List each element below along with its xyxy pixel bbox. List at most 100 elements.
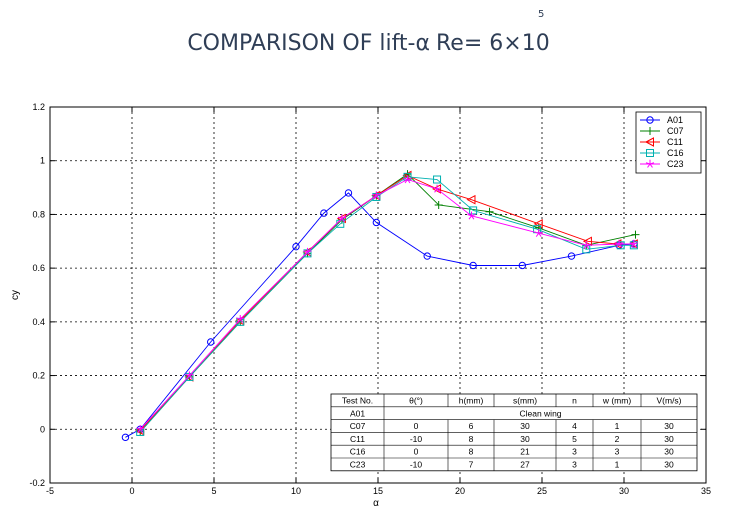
y-tick-label: 0.6 [32,263,45,273]
table-cell: 27 [520,460,530,470]
data-point-a01 [121,433,130,442]
x-tick-label: 25 [537,486,547,496]
data-point-c23 [136,425,145,433]
table-cell: C11 [350,434,365,444]
data-point-a01 [518,261,527,270]
table-cell: C23 [350,460,366,470]
x-tick-label: 20 [455,486,465,496]
legend-label: C23 [667,159,684,169]
data-point-c23 [629,239,638,248]
table-cell: 30 [664,447,674,457]
data-point-c23 [185,371,194,380]
table-header-cell: n [572,396,577,406]
data-point-a01 [207,338,215,346]
data-point-c23 [432,184,442,193]
table-cell: 4 [572,421,577,431]
data-point-c23 [403,175,412,184]
data-point-c07 [434,201,443,210]
parameter-table: Test No. θ(°) h(mm) s(mm) n w (mm) V(m/s) A01 Cl… [330,393,698,472]
x-axis-label: α [373,498,379,509]
chart-title-exponent: 5 [538,9,544,20]
table-header-cell: h(mm) [459,396,484,406]
x-tick-label: 5 [211,486,216,496]
data-point-c11 [466,194,476,205]
legend-label: C07 [667,126,684,136]
chart-title-re: Re= 6×10 [436,31,550,56]
table-cell: -10 [410,460,423,470]
data-point-a01 [292,242,300,251]
y-tick-label: 0 [40,424,45,434]
data-point-c23 [614,239,624,248]
data-point-a01 [372,218,381,227]
table-cell: 2 [615,434,620,444]
y-axis-label: cy [10,290,21,300]
table-header-cell: w (mm) [602,396,631,406]
x-tick-label: 35 [701,486,711,496]
table-header-cell: Test No. [342,396,373,406]
y-tick-label: -0.2 [29,478,45,488]
y-tick-label: 1.2 [32,102,45,112]
table-cell: 8 [469,447,474,457]
table-cell: 30 [520,434,530,444]
x-tick-label: 0 [129,486,134,496]
table-cell: 30 [664,421,674,431]
table-cell: 0 [414,447,419,457]
table-cell: C07 [350,421,366,431]
table-cell: 3 [615,447,620,457]
data-point-c11 [582,236,592,247]
data-point-c23 [582,241,591,250]
table-cell: 8 [469,434,474,444]
table-cell: 3 [572,460,577,470]
table-cell: 1 [615,460,620,470]
table-cell: 3 [572,447,577,457]
axis-ticks: -5 0 5 10 15 20 25 30 35-0.200.20.40.60.811.2 [29,102,711,496]
table-cell: 30 [664,460,674,470]
x-tick-label: 15 [373,486,383,496]
legend-label: A01 [667,115,683,125]
data-point-c23 [303,247,312,256]
table-cell: 7 [469,460,474,470]
series-group [121,170,640,442]
data-point-a01 [344,189,353,197]
data-point-a01 [469,261,477,270]
data-point-c23 [337,214,347,223]
y-tick-label: 0.4 [32,317,45,327]
data-point-c23 [236,314,245,323]
data-point-c16 [469,206,478,215]
legend-label: C16 [667,148,684,158]
data-point-c07 [631,230,640,239]
legend-marker [644,137,654,147]
series-line-a01 [125,192,634,438]
x-tick-label: 30 [619,486,629,496]
x-tick-label: 10 [291,486,301,496]
table-cell: 0 [414,421,419,431]
legend-marker [646,127,654,135]
legend-marker [646,116,654,124]
data-point-c23 [467,211,476,220]
y-tick-label: 1 [40,156,45,166]
table-cell: 30 [664,434,674,444]
data-point-a01 [423,252,431,260]
table-cell: 5 [572,434,577,444]
data-point-c16 [433,175,442,184]
data-point-c16 [616,241,625,250]
y-tick-label: 0.2 [32,371,45,381]
legend-label: C11 [667,137,683,147]
legend-marker [645,159,655,168]
data-point-a01 [320,209,328,217]
legend-marker [646,149,654,157]
data-point-a01 [567,252,576,260]
table-cell: 30 [520,421,530,431]
data-point-c23 [372,191,381,200]
data-point-c07 [485,207,494,216]
data-point-c23 [534,229,543,237]
table-cell: C16 [350,447,366,457]
x-tick-label: -5 [46,486,54,496]
table-header-cell: θ(°) [409,396,423,406]
table-header-cell: s(mm) [513,396,537,406]
table-cell: -10 [410,434,423,444]
table-cell: 21 [520,447,530,457]
table-cell: 6 [469,421,474,431]
chart-title: COMPARISON OF lift-α [187,31,430,56]
